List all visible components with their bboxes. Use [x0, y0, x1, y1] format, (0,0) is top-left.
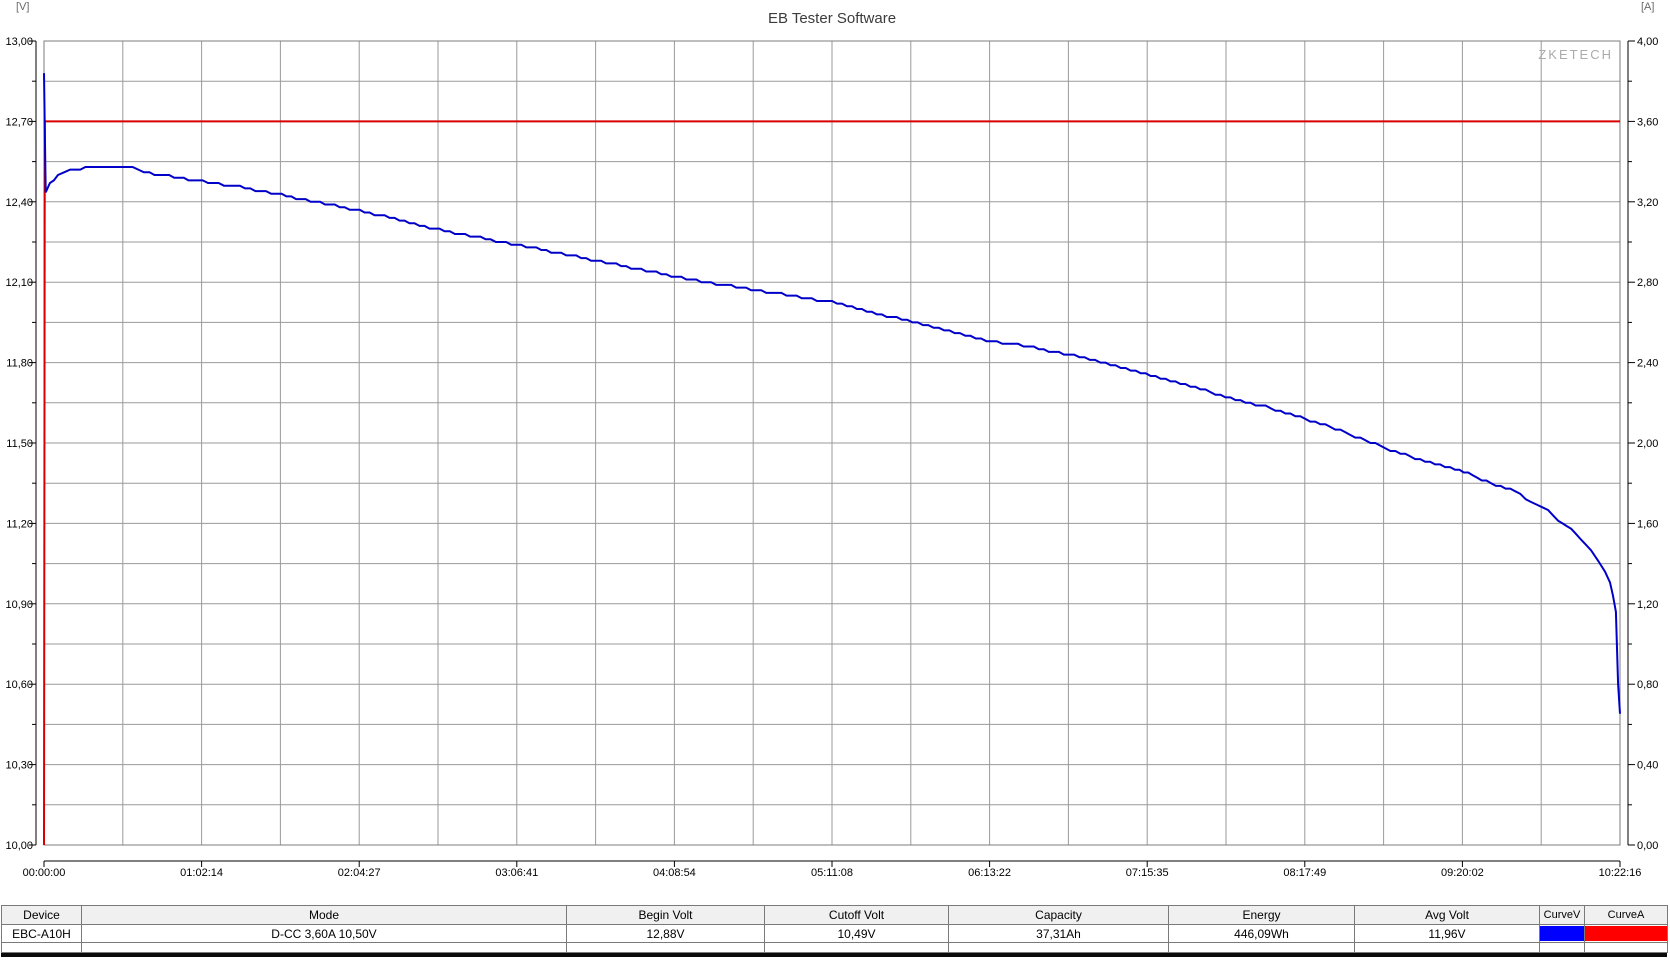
- svg-text:3,20: 3,20: [1637, 197, 1658, 209]
- right-axis-unit-label: [A]: [1641, 1, 1655, 13]
- svg-text:2,80: 2,80: [1637, 277, 1658, 289]
- current-axis: 4,00 3,60 3,20 2,80 2,40 2,00 1,60 1,20 0,80 0,40…: [1627, 36, 1658, 852]
- svg-text:13,00: 13,00: [5, 36, 33, 48]
- result-table: Device Mode Begin Volt Cutoff Volt Capac…: [1, 905, 1668, 957]
- svg-text:0,40: 0,40: [1637, 760, 1658, 772]
- svg-text:2,40: 2,40: [1637, 358, 1658, 370]
- header-device: Device: [1, 905, 82, 925]
- table-empty-row: [1, 942, 1668, 953]
- svg-text:00:00:00: 00:00:00: [23, 867, 66, 879]
- table-bottom-border: [1, 953, 1667, 957]
- gridlines: [44, 41, 1620, 845]
- header-curve-a: CurveA: [1584, 905, 1668, 925]
- current-curve-swatch: [1585, 926, 1667, 941]
- svg-text:12,40: 12,40: [5, 197, 33, 209]
- svg-text:01:02:14: 01:02:14: [180, 867, 223, 879]
- svg-text:4,00: 4,00: [1637, 36, 1658, 48]
- table-header-row: Device Mode Begin Volt Cutoff Volt Capac…: [1, 905, 1668, 925]
- svg-text:05:11:08: 05:11:08: [811, 867, 853, 879]
- cell-cutoff-volt: 10,49V: [764, 924, 949, 943]
- chart-title: EB Tester Software: [767, 10, 897, 27]
- svg-text:10,30: 10,30: [5, 760, 33, 772]
- svg-text:07:15:35: 07:15:35: [1126, 867, 1169, 879]
- svg-text:12,10: 12,10: [5, 277, 33, 289]
- svg-text:0,80: 0,80: [1637, 679, 1658, 691]
- svg-text:12,70: 12,70: [5, 116, 33, 128]
- cell-avg-volt: 11,96V: [1354, 924, 1540, 943]
- svg-text:09:20:02: 09:20:02: [1441, 867, 1484, 879]
- discharge-chart-canvas: 13,00 12,70 12,40 12,10 11,80 11,50 11,20 10,90…: [5, 36, 1658, 879]
- svg-text:3,60: 3,60: [1637, 116, 1658, 128]
- voltage-curve-swatch: [1540, 926, 1584, 941]
- svg-text:08:17:49: 08:17:49: [1283, 867, 1326, 879]
- cell-mode: D-CC 3,60A 10,50V: [81, 924, 567, 943]
- header-begin-volt: Begin Volt: [566, 905, 765, 925]
- svg-text:10,90: 10,90: [5, 599, 33, 611]
- svg-text:10:22:16: 10:22:16: [1599, 867, 1642, 879]
- voltage-axis: 13,00 12,70 12,40 12,10 11,80 11,50 11,20 10,90…: [5, 36, 37, 852]
- svg-text:11,80: 11,80: [6, 358, 33, 370]
- cell-curve-a: [1584, 924, 1668, 943]
- time-axis: 00:00:00 01:02:14 02:04:27 03:06:41 04:08:54…: [23, 860, 1642, 879]
- cell-curve-v: [1539, 924, 1585, 943]
- left-axis-unit-label: [V]: [16, 1, 30, 13]
- svg-text:1,20: 1,20: [1637, 599, 1658, 611]
- cell-begin-volt: 12,88V: [566, 924, 765, 943]
- svg-text:02:04:27: 02:04:27: [338, 867, 381, 879]
- svg-text:11,50: 11,50: [6, 438, 33, 450]
- header-mode: Mode: [81, 905, 567, 925]
- svg-text:03:06:41: 03:06:41: [495, 867, 538, 879]
- svg-text:10,00: 10,00: [5, 840, 33, 852]
- cell-energy: 446,09Wh: [1168, 924, 1355, 943]
- svg-text:10,60: 10,60: [5, 679, 33, 691]
- table-row: EBC-A10H D-CC 3,60A 10,50V 12,88V 10,49V…: [1, 924, 1668, 943]
- header-cutoff-volt: Cutoff Volt: [764, 905, 949, 925]
- header-capacity: Capacity: [948, 905, 1169, 925]
- svg-text:0,00: 0,00: [1637, 840, 1658, 852]
- header-curve-v: CurveV: [1539, 905, 1585, 925]
- svg-text:2,00: 2,00: [1637, 438, 1658, 450]
- header-energy: Energy: [1168, 905, 1355, 925]
- header-avg-volt: Avg Volt: [1354, 905, 1540, 925]
- svg-text:11,20: 11,20: [6, 518, 33, 530]
- svg-text:06:13:22: 06:13:22: [968, 867, 1011, 879]
- voltage-curve: [43, 73, 1621, 714]
- zketech-watermark: ZKETECH: [1538, 47, 1613, 62]
- cell-capacity: 37,31Ah: [948, 924, 1169, 943]
- svg-text:1,60: 1,60: [1637, 518, 1658, 530]
- svg-text:04:08:54: 04:08:54: [653, 867, 696, 879]
- cell-device: EBC-A10H: [1, 924, 82, 943]
